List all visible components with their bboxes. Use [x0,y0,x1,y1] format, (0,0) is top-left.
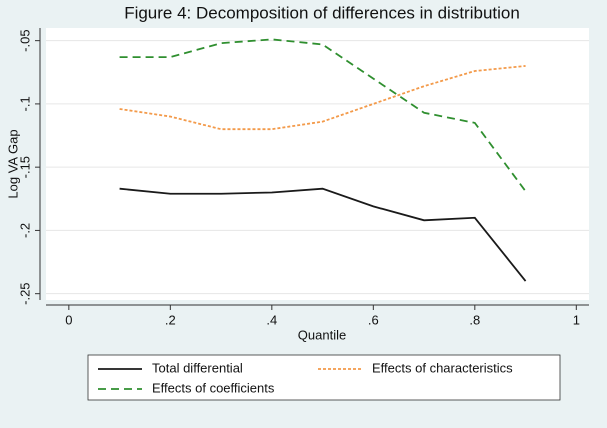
x-tick-label: .6 [368,312,379,327]
y-tick-label: -.1 [17,96,32,111]
x-axis-title: Quantile [298,327,346,342]
y-tick-label: -.15 [17,156,32,178]
y-tick-label: -.2 [17,223,32,238]
plot-area [46,28,589,300]
legend-label: Total differential [152,360,243,375]
x-tick-label: .4 [266,312,277,327]
series-line [119,38,527,192]
y-tick-label: -.25 [17,282,32,304]
y-axis-title: Log VA Gap [5,129,20,198]
series-line [119,187,527,282]
x-tick-label: .8 [469,312,480,327]
legend-label: Effects of characteristics [372,360,513,375]
x-tick-label: 0 [65,312,72,327]
x-tick-label: .2 [165,312,176,327]
chart-title: Figure 4: Decomposition of differences i… [124,3,520,22]
legend-label: Effects of coefficients [152,380,275,395]
x-tick-label: 1 [573,312,580,327]
legend-box [87,354,561,401]
series-line [119,65,526,131]
y-tick-label: -.05 [17,29,32,51]
